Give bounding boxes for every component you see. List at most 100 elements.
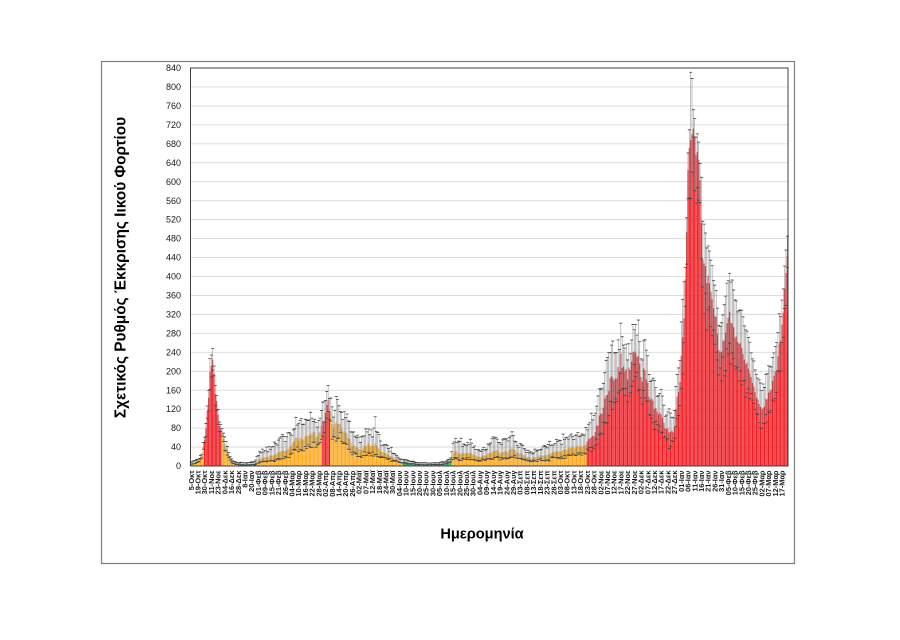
svg-text:11-Νοε: 11-Νοε: [207, 470, 216, 494]
svg-text:02-Μαϊ: 02-Μαϊ: [355, 470, 364, 494]
svg-text:09-Αυγ: 09-Αυγ: [482, 470, 491, 495]
svg-text:21-Ιαν: 21-Ιαν: [704, 471, 713, 492]
svg-text:28-Δεκ: 28-Δεκ: [234, 470, 243, 495]
svg-text:28-Οκτ: 28-Οκτ: [590, 470, 599, 495]
svg-text:02-Δεκ: 02-Δεκ: [637, 470, 646, 495]
svg-text:26-Απρ: 26-Απρ: [348, 470, 357, 497]
svg-text:10-Ιουλ: 10-Ιουλ: [442, 471, 451, 497]
svg-text:03-Σεπ: 03-Σεπ: [516, 470, 525, 495]
svg-text:30-Μαϊ: 30-Μαϊ: [388, 470, 397, 494]
svg-text:10-Ιουν: 10-Ιουν: [402, 471, 411, 497]
svg-text:22-Δεκ: 22-Δεκ: [663, 470, 672, 495]
svg-text:07-Δεκ: 07-Δεκ: [643, 470, 652, 495]
svg-text:27-Νοε: 27-Νοε: [630, 470, 639, 495]
svg-text:400: 400: [166, 272, 181, 282]
svg-text:40: 40: [171, 442, 181, 452]
svg-text:18-Οκτ: 18-Οκτ: [576, 470, 585, 495]
svg-text:800: 800: [166, 82, 181, 92]
svg-text:20-Ιαν: 20-Ιαν: [247, 471, 256, 492]
svg-text:22-Μαρ: 22-Μαρ: [308, 470, 317, 496]
svg-text:02-Απρ: 02-Απρ: [321, 470, 330, 497]
svg-text:04-Ιουν: 04-Ιουν: [395, 471, 404, 497]
svg-text:11-Ιαν: 11-Ιαν: [690, 471, 699, 492]
svg-text:17-Νοε: 17-Νοε: [616, 470, 625, 495]
svg-text:23-Οκτ: 23-Οκτ: [583, 470, 592, 495]
svg-text:27-Δεκ: 27-Δεκ: [670, 470, 679, 495]
svg-text:30-Οκτ: 30-Οκτ: [200, 470, 209, 495]
svg-text:02-Μαρ: 02-Μαρ: [757, 470, 766, 496]
svg-text:07-Μαρ: 07-Μαρ: [764, 470, 773, 496]
svg-text:440: 440: [166, 253, 181, 263]
svg-text:560: 560: [166, 196, 181, 206]
svg-text:25-Ιουλ: 25-Ιουλ: [462, 471, 471, 497]
svg-text:17-Δεκ: 17-Δεκ: [657, 470, 666, 495]
svg-text:31-Ιαν: 31-Ιαν: [717, 471, 726, 492]
svg-text:10-Φεβ: 10-Φεβ: [731, 470, 740, 495]
svg-text:160: 160: [166, 385, 181, 395]
svg-text:760: 760: [166, 101, 181, 111]
svg-text:08-Σεπ: 08-Σεπ: [522, 470, 531, 495]
svg-text:02-Νοε: 02-Νοε: [596, 470, 605, 495]
svg-text:23-Νοε: 23-Νοε: [214, 470, 223, 495]
svg-text:20-Ιουν: 20-Ιουν: [415, 471, 424, 497]
svg-text:Ημερομηνία: Ημερομηνία: [440, 527, 523, 543]
svg-text:26-Ιαν: 26-Ιαν: [710, 471, 719, 492]
svg-text:21-Φεβ: 21-Φεβ: [274, 470, 283, 495]
svg-text:07-Νοε: 07-Νοε: [603, 470, 612, 495]
svg-text:24-Μαϊ: 24-Μαϊ: [381, 470, 390, 494]
svg-text:19-Οκτ: 19-Οκτ: [193, 470, 202, 495]
svg-text:10-Μαρ: 10-Μαρ: [294, 470, 303, 496]
svg-text:120: 120: [166, 404, 181, 414]
svg-text:15-Φεβ: 15-Φεβ: [737, 470, 746, 495]
svg-text:600: 600: [166, 177, 181, 187]
svg-text:80: 80: [171, 423, 181, 433]
svg-text:17-Μαρ: 17-Μαρ: [778, 470, 787, 496]
svg-text:320: 320: [166, 309, 181, 319]
svg-text:05-Φεβ: 05-Φεβ: [724, 470, 733, 495]
svg-text:640: 640: [166, 158, 181, 168]
svg-text:12-Νοε: 12-Νοε: [610, 470, 619, 495]
svg-text:840: 840: [166, 63, 181, 73]
svg-text:03-Οκτ: 03-Οκτ: [556, 470, 565, 495]
svg-text:19-Αυγ: 19-Αυγ: [496, 470, 505, 495]
svg-text:01-Ιαν: 01-Ιαν: [677, 471, 686, 492]
svg-text:25-Φεβ: 25-Φεβ: [751, 470, 760, 495]
svg-text:12-Μαϊ: 12-Μαϊ: [368, 470, 377, 494]
svg-text:09-Φεβ: 09-Φεβ: [261, 470, 270, 495]
svg-text:20-Ιουλ: 20-Ιουλ: [455, 471, 464, 497]
svg-text:20-Φεβ: 20-Φεβ: [744, 470, 753, 495]
svg-text:16-Ιαν: 16-Ιαν: [697, 471, 706, 492]
svg-text:0: 0: [176, 461, 181, 471]
svg-text:16-Μαρ: 16-Μαρ: [301, 470, 310, 496]
svg-text:360: 360: [166, 291, 181, 301]
svg-text:480: 480: [166, 234, 181, 244]
svg-text:12-Δεκ: 12-Δεκ: [650, 470, 659, 495]
svg-text:22-Νοε: 22-Νοε: [623, 470, 632, 495]
svg-text:15-Ιουλ: 15-Ιουλ: [449, 471, 458, 497]
svg-text:720: 720: [166, 120, 181, 130]
svg-text:28-Μαρ: 28-Μαρ: [314, 470, 323, 496]
svg-text:07-Μαϊ: 07-Μαϊ: [361, 470, 370, 494]
svg-text:16-Δεκ: 16-Δεκ: [227, 470, 236, 495]
svg-text:15-Ιουν: 15-Ιουν: [408, 471, 417, 497]
svg-text:06-Ιαν: 06-Ιαν: [684, 471, 693, 492]
svg-text:23-Σεπ: 23-Σεπ: [543, 470, 552, 495]
svg-text:08-Απρ: 08-Απρ: [328, 470, 337, 497]
svg-text:04-Μαρ: 04-Μαρ: [287, 470, 296, 496]
svg-text:8-Ιαν: 8-Ιαν: [240, 471, 249, 488]
svg-text:280: 280: [166, 328, 181, 338]
svg-text:12-Μαρ: 12-Μαρ: [771, 470, 780, 496]
svg-text:200: 200: [166, 366, 181, 376]
svg-text:01-Φεβ: 01-Φεβ: [254, 470, 263, 495]
svg-text:24-Αυγ: 24-Αυγ: [502, 470, 511, 495]
svg-text:13-Σεπ: 13-Σεπ: [529, 470, 538, 495]
svg-text:26-Φεβ: 26-Φεβ: [281, 470, 290, 495]
svg-text:05-Ιουλ: 05-Ιουλ: [435, 471, 444, 497]
svg-text:28-Σεπ: 28-Σεπ: [549, 470, 558, 495]
svg-text:25-Ιουν: 25-Ιουν: [422, 471, 431, 497]
svg-text:18-Μαϊ: 18-Μαϊ: [375, 470, 384, 494]
svg-text:18-Σεπ: 18-Σεπ: [536, 470, 545, 495]
svg-text:20-Απρ: 20-Απρ: [341, 470, 350, 497]
svg-text:15-Φεβ: 15-Φεβ: [267, 470, 276, 495]
svg-text:520: 520: [166, 215, 181, 225]
